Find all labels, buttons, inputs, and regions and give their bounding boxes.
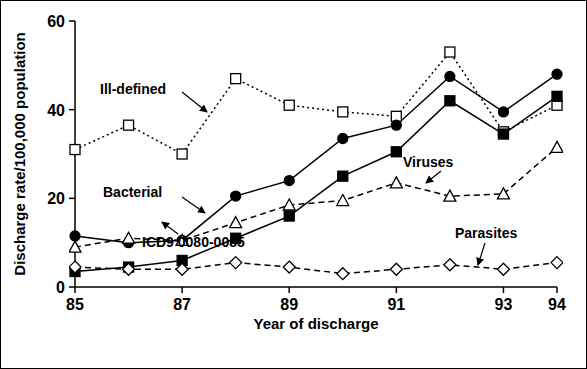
y-tick	[69, 109, 75, 111]
series-line	[75, 263, 557, 274]
point	[230, 257, 242, 269]
annotation-arrow	[182, 92, 207, 112]
x-tick	[503, 287, 505, 293]
point	[176, 263, 188, 275]
y-tick	[69, 286, 75, 288]
point	[445, 47, 455, 57]
point	[445, 71, 455, 81]
point	[498, 129, 508, 139]
annotation-arrow	[478, 243, 485, 265]
x-tick-label: 85	[66, 296, 84, 313]
point	[391, 147, 401, 157]
point	[231, 191, 241, 201]
point	[390, 263, 402, 275]
y-tick-label: 60	[47, 13, 65, 30]
x-axis-label: Year of discharge	[253, 315, 378, 332]
point	[338, 107, 348, 117]
plot-area	[69, 47, 563, 280]
point	[497, 263, 509, 275]
point	[497, 188, 509, 199]
point	[390, 177, 402, 188]
series-label: Viruses	[403, 154, 454, 170]
point	[123, 263, 135, 275]
point	[284, 211, 294, 221]
y-tick	[69, 198, 75, 200]
point	[391, 120, 401, 130]
point	[445, 96, 455, 106]
point	[551, 257, 563, 269]
x-tick-label: 94	[548, 296, 566, 313]
x-tick	[181, 287, 183, 293]
series-line	[75, 52, 557, 154]
x-tick	[556, 287, 558, 293]
series-label: Bacterial	[103, 184, 162, 200]
point	[284, 100, 294, 110]
annotation-arrow	[182, 197, 205, 213]
x-tick	[74, 287, 76, 293]
x-tick-label: 93	[495, 296, 513, 313]
chart: 0 20 40 60 85 87 89 91 93 94 Year of discharge Disc…	[0, 0, 587, 369]
point	[124, 120, 134, 130]
y-axis-label: Discharge rate/100,000 population	[11, 32, 28, 275]
point	[70, 145, 80, 155]
x-tick	[396, 287, 398, 293]
point	[70, 231, 80, 241]
point	[283, 199, 295, 210]
point	[444, 190, 456, 201]
point	[231, 74, 241, 84]
point	[338, 133, 348, 143]
point	[498, 107, 508, 117]
point	[69, 241, 81, 252]
series-line	[75, 147, 557, 247]
x-tick-label: 89	[280, 296, 298, 313]
point	[444, 259, 456, 271]
x-axis-line	[75, 286, 557, 288]
point	[284, 176, 294, 186]
point	[123, 232, 135, 243]
series-line	[75, 74, 557, 242]
point	[337, 195, 349, 206]
point	[337, 268, 349, 280]
point	[338, 171, 348, 181]
point	[283, 261, 295, 273]
point	[551, 141, 563, 152]
series-label: Parasites	[455, 225, 517, 241]
x-tick-label: 91	[387, 296, 405, 313]
point	[552, 91, 562, 101]
outer-border	[1, 1, 587, 369]
series-label: Ill-defined	[100, 81, 166, 97]
point	[69, 261, 81, 273]
point	[230, 217, 242, 228]
chart-container: 0 20 40 60 85 87 89 91 93 94 Year of discharge Disc…	[0, 0, 587, 369]
x-tick	[288, 287, 290, 293]
point	[177, 149, 187, 159]
y-tick	[69, 20, 75, 22]
x-tick-label: 87	[173, 296, 191, 313]
annotation-arrow	[162, 222, 178, 234]
series-label: ICD9 0080-0085	[142, 234, 245, 250]
annotation-arrow	[426, 171, 441, 183]
series-line	[75, 96, 557, 271]
point	[552, 69, 562, 79]
y-tick-label: 40	[47, 102, 65, 119]
y-tick-label: 0	[56, 279, 65, 296]
y-tick-label: 20	[47, 190, 65, 207]
